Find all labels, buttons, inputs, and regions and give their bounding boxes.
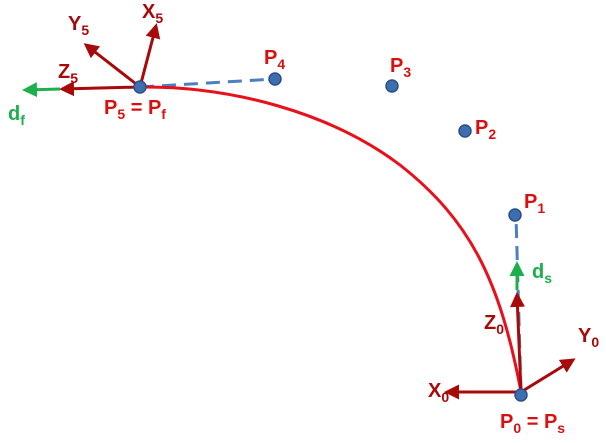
label-end-z: Z5 (58, 61, 78, 86)
label-p2: P2 (475, 117, 496, 142)
control-point-p3 (385, 79, 399, 93)
control-point-p4 (268, 72, 282, 86)
trajectory-curve (139, 85, 523, 393)
label-end-direction: df (8, 103, 25, 128)
label-start-z: Z0 (484, 312, 504, 337)
label-start-x: X0 (428, 380, 449, 405)
label-end-x: X5 (142, 1, 163, 26)
end-x-axis (138, 23, 161, 88)
label-p3: P3 (390, 55, 411, 80)
control-point-p5 (133, 80, 147, 94)
end-z-axis (59, 81, 141, 97)
start-z-axis (510, 292, 525, 393)
label-p4: P4 (264, 47, 285, 72)
label-start-direction: ds (532, 261, 552, 286)
label-p1: P1 (524, 191, 545, 216)
control-point-p1 (508, 208, 522, 222)
start-y-axis (520, 358, 576, 394)
control-point-p2 (458, 124, 472, 138)
end-y-axis (83, 43, 141, 89)
label-end-y: Y5 (68, 13, 89, 38)
label-start-point: P0 = Ps (500, 411, 565, 436)
end-direction-arrow (22, 82, 61, 98)
label-end-point: P5 = Pf (104, 97, 166, 122)
label-start-y: Y0 (578, 325, 599, 350)
tangent-line-end (139, 77, 276, 89)
control-point-p0 (514, 388, 528, 402)
